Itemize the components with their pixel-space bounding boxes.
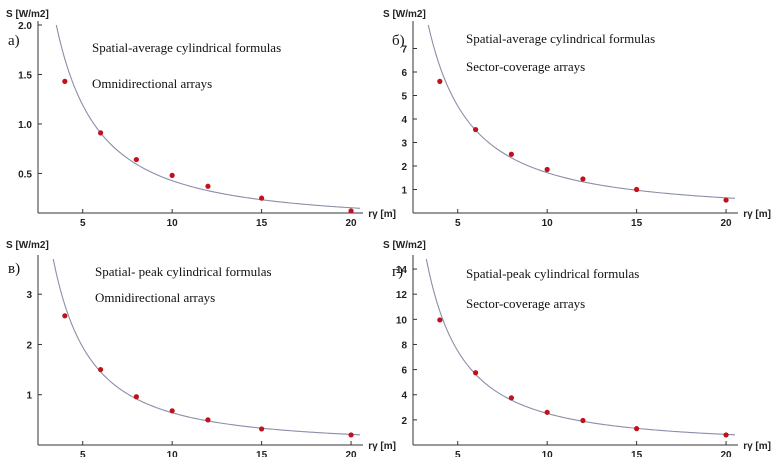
- chart-panel-2: 5 10 15 20 1 2 3 4 5 6 7 S [W/m2] rγ [m] б) Spatial-av…: [383, 9, 771, 229]
- panel-label: б): [392, 33, 405, 49]
- y-tick-label: 6: [401, 366, 407, 377]
- x-tick-label: 15: [256, 450, 268, 457]
- y-tick-label: 7: [401, 45, 407, 56]
- x-tick-label: 15: [631, 450, 643, 457]
- data-point: [98, 130, 104, 136]
- y-tick-label: 10: [396, 315, 408, 326]
- data-point: [348, 432, 354, 438]
- y-tick-label: 1.5: [18, 70, 32, 81]
- y-axis-title: S [W/m2]: [383, 240, 426, 251]
- x-tick-label: 15: [256, 218, 268, 229]
- data-point: [133, 156, 139, 163]
- data-point: [580, 176, 586, 182]
- data-point: [437, 317, 443, 323]
- annotation-text: Spatial-peak cylindrical formulas: [466, 266, 639, 281]
- data-point: [473, 370, 479, 376]
- annotation-text: Spatial-average cylindrical formulas: [466, 31, 655, 46]
- data-point: [634, 186, 640, 193]
- data-point: [205, 183, 211, 189]
- data-point: [348, 208, 354, 214]
- panel-label: в): [8, 261, 20, 277]
- data-point: [169, 408, 175, 414]
- x-tick-label: 10: [167, 218, 179, 229]
- y-tick-label: 0.5: [18, 169, 32, 180]
- annotation-text: Spatial-average cylindrical formulas: [92, 40, 281, 55]
- series-line: [55, 24, 361, 209]
- y-tick-label: 14: [396, 265, 408, 276]
- y-tick-label: 1: [401, 186, 407, 197]
- x-tick-label: 20: [720, 218, 732, 229]
- y-tick-label: 6: [401, 68, 407, 79]
- y-tick-label: 5: [401, 92, 407, 103]
- y-tick-label: 8: [401, 340, 407, 351]
- y-tick-label: 4: [401, 115, 407, 126]
- chart-panel-3: 5 10 15 20 1 2 3 S [W/m2] rγ [m] в) Spatial- peak …: [6, 240, 396, 457]
- panel-label: а): [8, 33, 20, 49]
- x-tick-label: 20: [345, 218, 357, 229]
- y-tick-label: 1: [26, 391, 32, 402]
- x-axis-title: rγ [m]: [743, 209, 771, 220]
- x-axis-title: rγ [m]: [368, 441, 396, 452]
- data-point: [723, 197, 729, 203]
- data-point: [259, 195, 265, 201]
- annotation-text: Omnidirectional arrays: [92, 76, 212, 91]
- data-point: [544, 166, 550, 173]
- y-tick-label: 3: [401, 139, 407, 150]
- chart-panel-4: 5 10 15 20 2 4 6 8 10 12 14 S [W/m2] rγ [m] г) Spatial…: [383, 240, 771, 457]
- x-tick-label: 10: [167, 450, 179, 457]
- y-tick-label: 2.0: [18, 21, 32, 32]
- data-point: [437, 78, 443, 84]
- annotation-text: Sector-coverage arrays: [466, 59, 585, 74]
- y-tick-label: 2: [401, 416, 407, 427]
- y-axis-title: S [W/m2]: [383, 9, 426, 20]
- x-tick-label: 10: [542, 218, 554, 229]
- chart-panel-1: 5 10 15 20 0.5 1.0 1.5 2.0S [W/m2] rγ [m] а) Spati…: [6, 9, 396, 229]
- data-point: [508, 395, 514, 401]
- annotation-text: Sector-coverage arrays: [466, 296, 585, 311]
- data-point: [634, 426, 640, 432]
- data-point: [169, 172, 175, 178]
- panel-label: г): [392, 264, 403, 280]
- series-line: [52, 258, 361, 436]
- y-tick-label: 12: [396, 290, 408, 301]
- data-point: [508, 151, 514, 157]
- data-point: [259, 426, 265, 432]
- data-point: [580, 417, 586, 424]
- series-line: [427, 24, 736, 199]
- y-tick-label: 1.0: [18, 120, 32, 131]
- annotation-text: Omnidirectional arrays: [95, 290, 215, 305]
- x-tick-label: 10: [542, 450, 554, 457]
- x-tick-label: 5: [455, 218, 461, 229]
- y-tick-label: 2: [26, 340, 32, 351]
- data-point: [723, 432, 729, 438]
- data-point: [133, 394, 139, 400]
- data-point: [98, 366, 104, 373]
- series-line: [425, 258, 736, 436]
- data-point: [205, 417, 211, 423]
- x-axis-title: rγ [m]: [368, 209, 396, 220]
- y-axis-title: S [W/m2]: [6, 240, 49, 251]
- annotation-text: Spatial- peak cylindrical formulas: [95, 264, 272, 279]
- x-tick-label: 5: [80, 450, 86, 457]
- x-tick-label: 5: [455, 450, 461, 457]
- y-axis-title: S [W/m2]: [6, 9, 49, 20]
- y-tick-label: 4: [401, 391, 407, 402]
- x-tick-label: 20: [345, 450, 357, 457]
- data-point: [544, 409, 550, 415]
- data-point: [473, 126, 479, 133]
- x-tick-label: 15: [631, 218, 643, 229]
- y-tick-label: 3: [26, 290, 32, 301]
- x-tick-label: 5: [80, 218, 86, 229]
- y-tick-label: 2: [401, 162, 407, 173]
- x-axis-title: rγ [m]: [743, 441, 771, 452]
- data-point: [62, 78, 68, 84]
- x-tick-label: 20: [720, 450, 732, 457]
- data-point: [62, 313, 68, 319]
